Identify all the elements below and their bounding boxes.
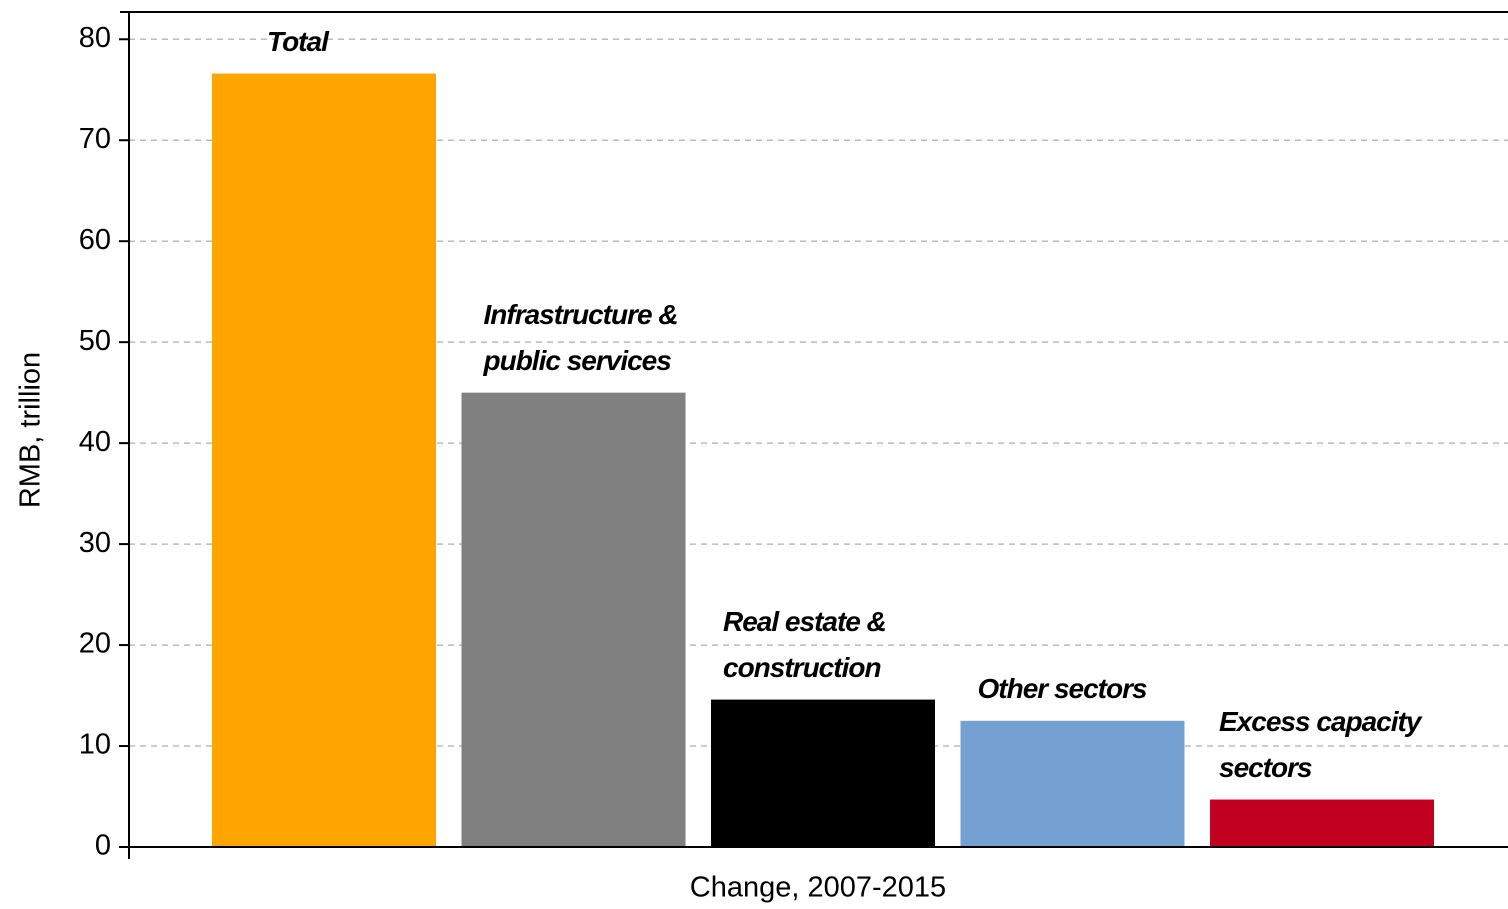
y-axis-title: RMB, trillion	[15, 352, 47, 508]
bar	[212, 73, 436, 847]
y-tick-label: 10	[79, 729, 111, 761]
bar-label: Total	[267, 26, 330, 57]
bar	[960, 720, 1185, 847]
bar-label: public services	[483, 345, 672, 376]
bar-label: Excess capacity	[1219, 706, 1423, 737]
bar	[461, 392, 686, 847]
y-tick-label: 60	[79, 224, 111, 256]
y-tick-label: 40	[79, 426, 111, 458]
x-axis-title: Change, 2007-2015	[690, 872, 946, 904]
y-tick-label: 50	[79, 325, 111, 357]
y-tick-label: 70	[79, 123, 111, 155]
y-tick-label: 30	[79, 527, 111, 559]
bar-label: Infrastructure &	[484, 299, 678, 330]
bar-label: sectors	[1219, 752, 1312, 783]
bar-label: Other sectors	[978, 673, 1147, 704]
bar-label: construction	[723, 652, 881, 683]
bar	[1210, 799, 1434, 847]
bar	[711, 699, 935, 847]
y-tick-label: 0	[95, 830, 111, 862]
y-tick-label: 20	[79, 628, 111, 660]
bar-label: Real estate &	[723, 606, 886, 637]
y-tick-label: 80	[79, 22, 111, 54]
